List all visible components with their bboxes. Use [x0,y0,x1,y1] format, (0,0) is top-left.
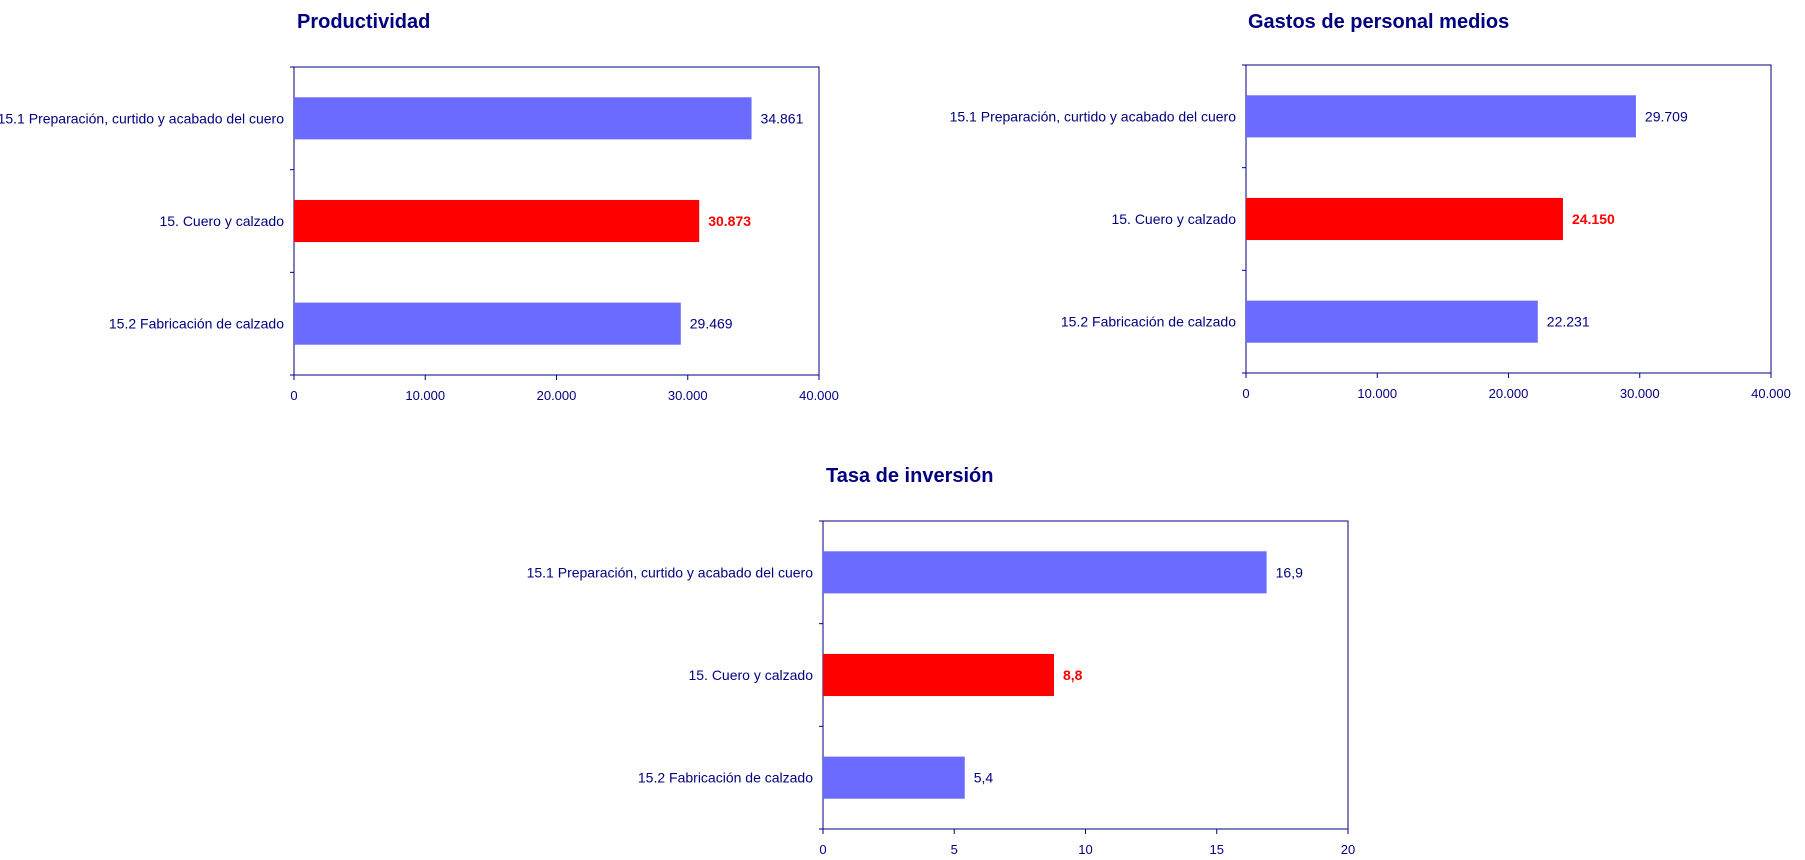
bar [1246,300,1538,343]
chart-title: Tasa de inversión [826,465,993,487]
category-label: 15.2 Fabricación de calzado [1061,314,1236,330]
bar [1246,197,1563,241]
bar [823,551,1267,594]
chart-title: Productividad [297,11,430,33]
x-tick-label: 15 [1210,842,1224,857]
x-tick-label: 0 [819,842,826,857]
x-tick-label: 20 [1341,842,1355,857]
x-tick-label: 5 [951,842,958,857]
x-tick-label: 10.000 [1357,386,1397,401]
bar [823,756,965,799]
x-tick-label: 20.000 [1489,386,1529,401]
x-tick-label: 0 [1242,386,1249,401]
category-label: 15.2 Fabricación de calzado [638,770,813,786]
x-tick-label: 10 [1078,842,1092,857]
category-label: 15. Cuero y calzado [688,667,813,683]
bar [294,302,681,345]
x-tick-label: 40.000 [799,388,839,403]
data-label: 8,8 [1063,667,1083,683]
bar [294,97,752,140]
x-tick-label: 0 [290,388,297,403]
bar [294,199,700,243]
bar [823,653,1054,697]
x-tick-label: 10.000 [405,388,445,403]
data-label: 24.150 [1572,211,1615,227]
data-label: 29.709 [1645,108,1688,124]
category-label: 15.1 Preparación, curtido y acabado del … [950,108,1237,124]
x-tick-label: 40.000 [1751,386,1791,401]
x-tick-label: 20.000 [537,388,577,403]
data-label: 5,4 [974,770,994,786]
chart-1: Productividad 15.1 Preparación, curtido y… [0,11,839,403]
category-label: 15. Cuero y calzado [1111,211,1236,227]
chart-title: Gastos de personal medios [1248,11,1509,33]
x-tick-label: 30.000 [1620,386,1660,401]
bar [1246,95,1636,138]
x-tick-label: 30.000 [668,388,708,403]
chart-2: Gastos de personal medios 15.1 Preparació… [950,11,1791,401]
data-label: 16,9 [1276,564,1303,580]
category-label: 15.1 Preparación, curtido y acabado del … [0,110,284,126]
category-label: 15. Cuero y calzado [159,213,284,229]
chart-3: Tasa de inversión 15.1 Preparación, curti… [527,465,1356,857]
category-label: 15.1 Preparación, curtido y acabado del … [527,564,814,580]
data-label: 34.861 [761,110,804,126]
data-label: 29.469 [690,316,733,332]
data-label: 22.231 [1547,314,1590,330]
data-label: 30.873 [708,213,751,229]
category-label: 15.2 Fabricación de calzado [109,316,284,332]
